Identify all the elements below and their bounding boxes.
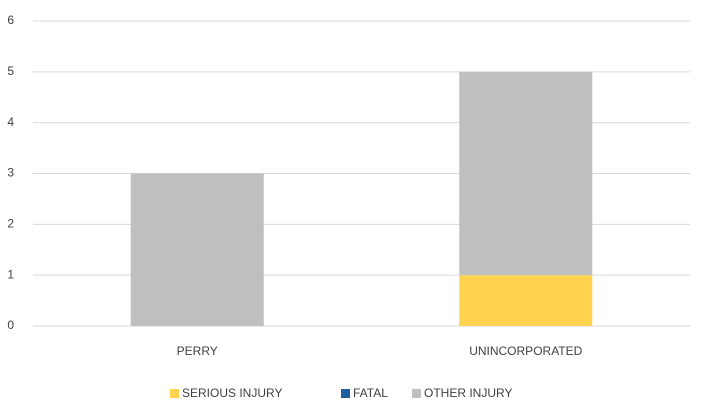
y-tick-label: 3 [7,166,14,180]
x-tick-label: UNINCORPORATED [469,344,582,358]
legend-swatch [341,389,350,398]
y-tick-label: 4 [7,115,14,129]
legend-label: FATAL [353,386,388,400]
y-tick-label: 2 [7,217,14,231]
y-tick-label: 0 [7,318,14,332]
y-tick-label: 1 [7,267,14,281]
legend-label: OTHER INJURY [424,386,512,400]
y-tick-label: 5 [7,64,14,78]
legend-label: SERIOUS INJURY [182,386,282,400]
bar-segment [459,275,593,326]
y-tick-label: 6 [7,13,14,27]
legend-swatch [170,389,179,398]
bar-segment [130,173,264,326]
legend-swatch [412,389,421,398]
x-tick-label: PERRY [177,344,218,358]
bar-segment [459,71,593,276]
